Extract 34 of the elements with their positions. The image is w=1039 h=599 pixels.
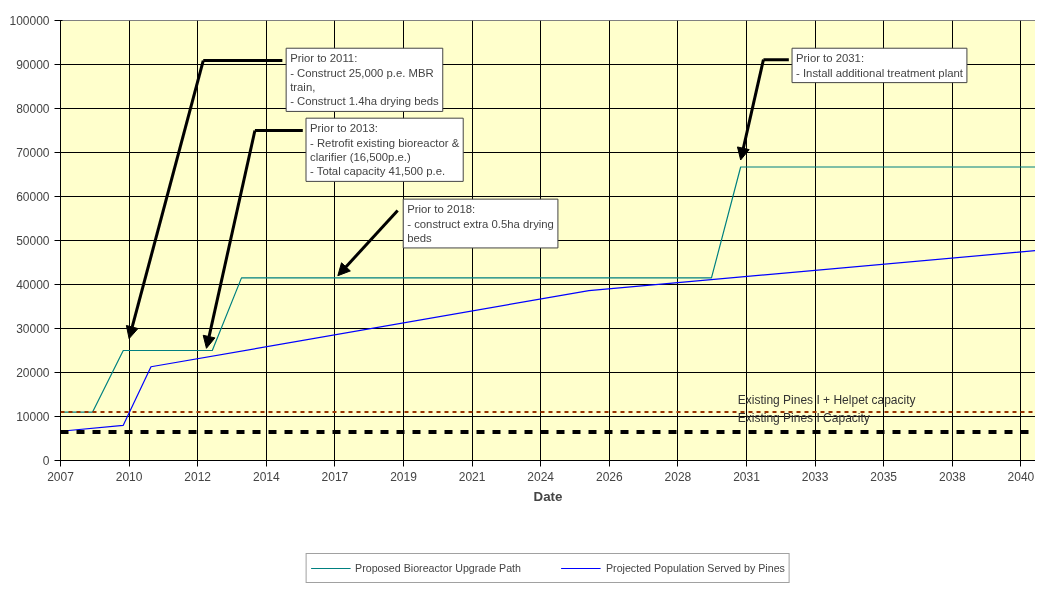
y-tick-label: 20000: [16, 366, 50, 380]
x-tick-label: 2038: [938, 469, 966, 484]
y-tick-label: 60000: [16, 190, 50, 204]
x-tick-label: 2014: [252, 469, 280, 484]
x-tick-label: 2021: [458, 469, 486, 484]
x-tick-label: 2012: [184, 469, 212, 484]
x-tick-label: 2024: [527, 469, 555, 484]
x-tick-label: 2010: [115, 469, 143, 484]
y-tick-label: 80000: [16, 102, 50, 116]
x-axis-title: Date: [533, 488, 563, 504]
y-tick-label: 40000: [16, 278, 50, 292]
x-tick-label: 2031: [733, 469, 761, 484]
x-tick-label: 2017: [321, 469, 349, 484]
y-tick-label: 10000: [16, 410, 50, 424]
x-tick-label: 2033: [801, 469, 829, 484]
annotation: Prior to 2013: - Retrofit existing bioreactor & clarifier (16,500p.e.) - Total capacity 41,500 p.e.: [310, 122, 460, 178]
y-tick-label: 0: [42, 454, 50, 468]
x-tick-label: 2007: [47, 469, 75, 484]
line-series: [62, 166, 1035, 413]
legend-label: Projected Population Served by Pines: [605, 562, 785, 575]
x-tick-label: 2026: [595, 469, 623, 484]
x-tick-label: 2028: [664, 469, 692, 484]
annotation: Prior to 2018: - construct extra 0.5ha drying beds: [407, 203, 554, 244]
annotation: Prior to 2031: - Install additional treatment plant: [796, 52, 964, 79]
x-tick-label: 2035: [870, 469, 898, 484]
x-tick-label: 2040: [1007, 469, 1035, 484]
y-tick-label: 70000: [16, 146, 50, 160]
y-tick-label: 30000: [16, 322, 50, 336]
y-tick-label: 100000: [9, 14, 50, 28]
legend-label: Proposed Bioreactor Upgrade Path: [355, 562, 521, 575]
y-tick-label: 50000: [16, 234, 50, 248]
annotation: Prior to 2011: - Construct 25,000 p.e. MBR train, - Construct 1.4ha drying beds: [290, 52, 440, 108]
x-tick-label: 2019: [390, 469, 418, 484]
y-tick-label: 90000: [16, 58, 50, 72]
